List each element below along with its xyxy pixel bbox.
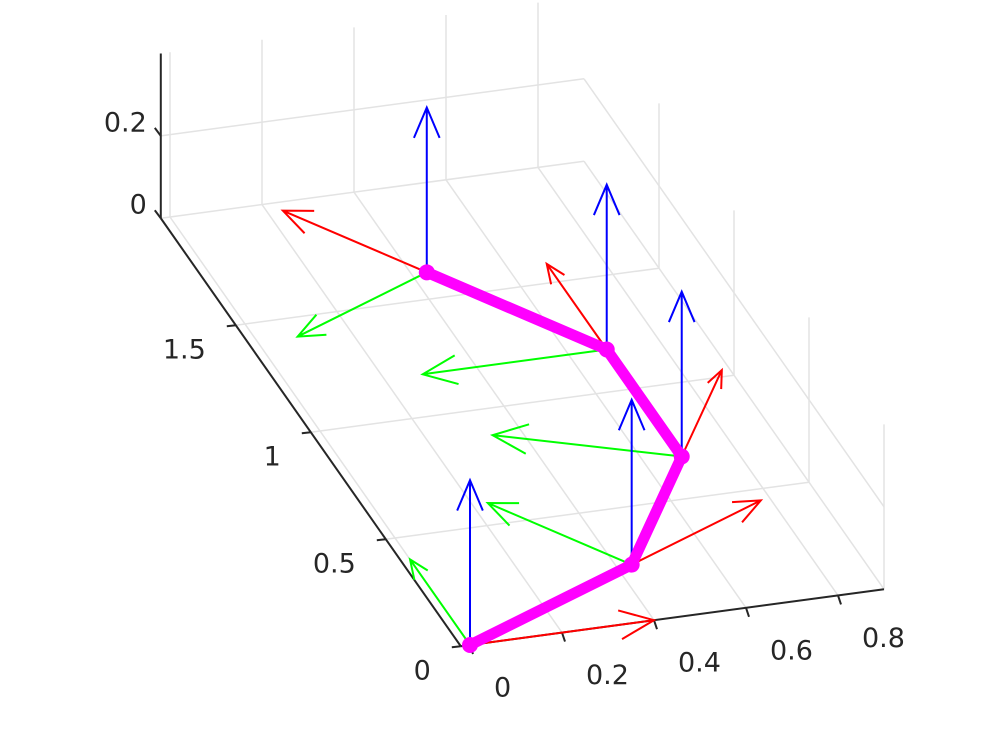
quiver-arrow xyxy=(456,477,484,645)
z-tick-label: 0 xyxy=(130,190,147,221)
joint-marker xyxy=(673,448,690,465)
quiver-arrow xyxy=(408,557,471,646)
x-tick-label: 0.4 xyxy=(678,648,721,679)
y-tick xyxy=(226,324,236,328)
grid-line xyxy=(310,374,735,433)
quiver-arrow xyxy=(545,261,608,351)
quiver-arrow xyxy=(280,209,428,274)
z-tick xyxy=(154,127,162,137)
x-tick xyxy=(561,632,566,642)
x-tick-label: 0 xyxy=(494,673,511,704)
quiver-arrow xyxy=(413,104,441,273)
quiver-arrow xyxy=(420,348,607,386)
x-tick xyxy=(653,619,658,630)
joint-marker xyxy=(623,556,640,573)
quiver-arrow xyxy=(485,501,633,566)
grid-line xyxy=(235,267,660,326)
x-tick-label: 0.2 xyxy=(586,660,629,691)
quiver-arrow xyxy=(469,609,657,646)
quiver-arrow xyxy=(592,182,621,350)
quiver-arrow xyxy=(631,499,764,566)
x-tick-label: 0.6 xyxy=(770,635,813,666)
quiver-arrow xyxy=(680,367,723,457)
x-tick xyxy=(837,595,842,605)
x-tick-label: 0.8 xyxy=(862,623,905,654)
grid-line xyxy=(385,481,810,540)
grid-line xyxy=(583,78,885,508)
grid-line xyxy=(583,160,885,590)
grid-line xyxy=(160,78,585,137)
y-tick-label: 1 xyxy=(264,442,281,473)
y-tick-label: 1.5 xyxy=(163,335,206,366)
joint-marker xyxy=(462,637,478,653)
y-tick xyxy=(451,645,461,649)
y-tick-label: 0.5 xyxy=(313,549,356,580)
y-tick xyxy=(301,431,311,435)
arm-line xyxy=(424,267,688,650)
x-tick xyxy=(745,607,750,618)
joint-marker xyxy=(598,341,615,358)
z-tick xyxy=(154,209,162,219)
quiver-arrow xyxy=(490,423,682,458)
quiver-arrow xyxy=(667,289,696,457)
quiver-arrow xyxy=(295,271,428,338)
y-tick-label: 0 xyxy=(414,656,431,687)
grid-line xyxy=(160,160,585,219)
joint-marker xyxy=(418,264,435,281)
y-tick xyxy=(376,538,386,542)
quiver-arrow xyxy=(617,397,646,565)
z-tick-label: 0.2 xyxy=(104,107,147,138)
